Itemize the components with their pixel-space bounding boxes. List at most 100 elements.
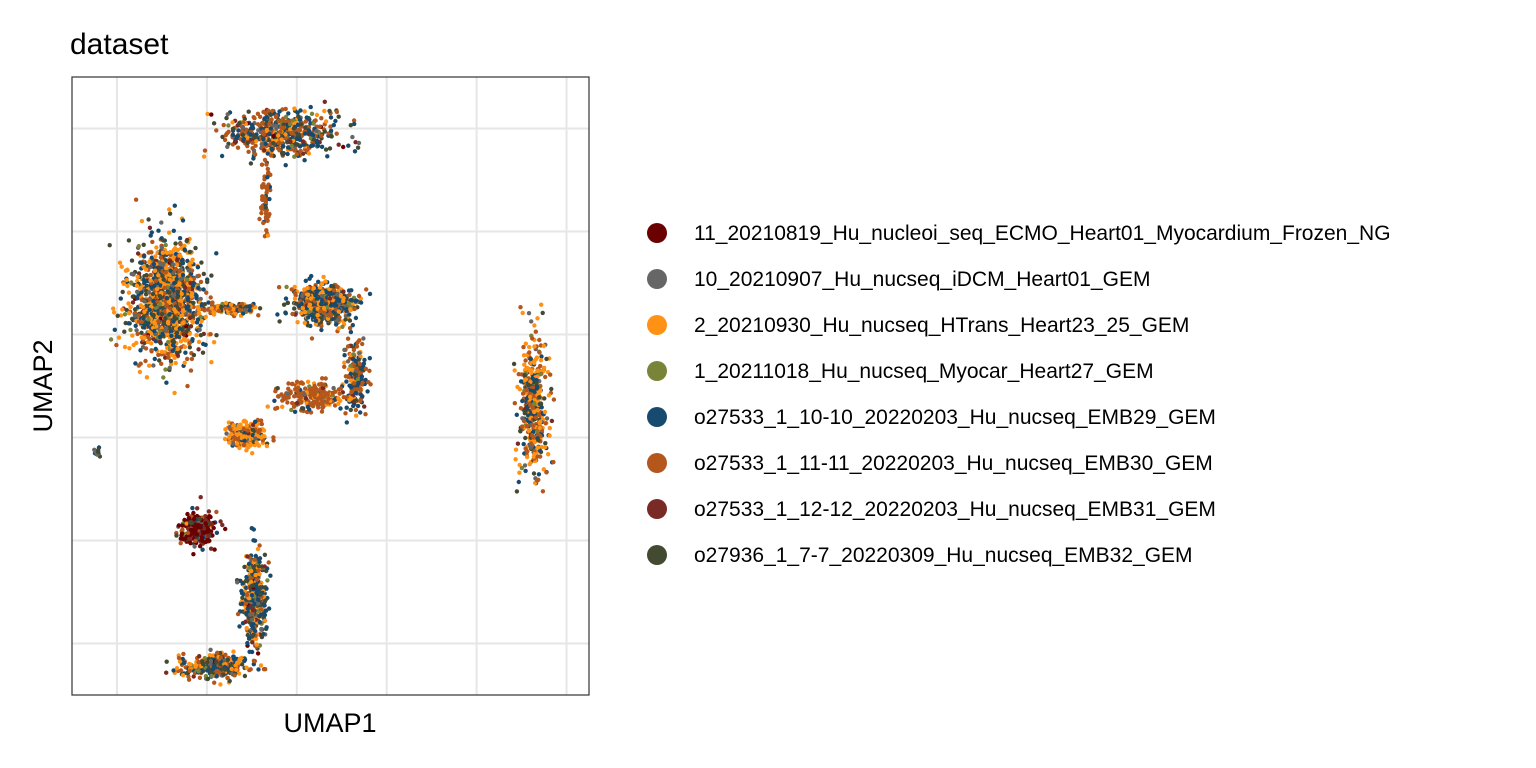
data-point — [222, 137, 228, 143]
data-point — [193, 245, 198, 251]
data-point — [239, 591, 245, 596]
data-point — [355, 377, 360, 382]
data-point — [236, 671, 242, 676]
data-point — [350, 323, 355, 328]
data-point — [528, 445, 534, 450]
data-point — [138, 361, 143, 366]
data-point — [544, 470, 549, 475]
data-point — [235, 432, 240, 437]
data-point — [518, 379, 524, 384]
data-point — [318, 301, 324, 307]
data-point — [349, 389, 354, 395]
data-point — [359, 381, 364, 387]
data-point — [172, 281, 177, 286]
data-point — [336, 309, 341, 314]
data-point — [161, 277, 166, 282]
data-point — [342, 353, 347, 358]
data-point — [258, 418, 264, 423]
data-point — [262, 157, 268, 163]
data-point — [152, 356, 157, 362]
data-point — [333, 118, 338, 124]
data-point — [147, 259, 152, 265]
data-point — [304, 115, 309, 120]
data-point — [133, 323, 138, 328]
data-point — [168, 358, 174, 364]
data-point — [265, 166, 270, 172]
data-point — [226, 123, 231, 128]
scatter-points — [92, 99, 557, 687]
data-point — [265, 151, 270, 156]
data-point — [225, 112, 230, 117]
data-point — [222, 436, 228, 442]
data-point — [357, 361, 363, 367]
data-point — [244, 574, 249, 580]
data-point — [251, 156, 256, 161]
data-point — [315, 313, 320, 318]
data-point — [223, 133, 228, 138]
data-point — [227, 440, 232, 445]
data-point — [523, 358, 528, 363]
data-point — [126, 238, 132, 243]
data-point — [242, 658, 247, 664]
data-point — [224, 431, 229, 436]
data-point — [529, 433, 535, 438]
data-point — [197, 516, 202, 522]
data-point — [243, 619, 248, 625]
data-point — [231, 423, 236, 428]
data-point — [253, 436, 258, 441]
data-point — [261, 109, 266, 115]
data-point — [296, 132, 302, 137]
data-point — [130, 300, 136, 305]
data-point — [211, 664, 217, 669]
data-point — [223, 526, 228, 532]
data-point — [352, 372, 357, 377]
data-point — [246, 561, 252, 567]
data-point — [143, 346, 149, 351]
data-point — [321, 382, 327, 387]
data-point — [269, 117, 274, 122]
data-point — [180, 257, 185, 263]
data-point — [349, 288, 354, 293]
data-point — [135, 296, 140, 301]
data-point — [237, 445, 242, 451]
data-point — [158, 302, 163, 307]
data-point — [296, 114, 301, 119]
data-point — [198, 495, 203, 500]
data-point — [180, 321, 185, 326]
data-point — [231, 656, 237, 662]
data-point — [279, 137, 284, 142]
data-point — [240, 132, 246, 138]
data-point — [167, 211, 173, 216]
legend-swatch — [647, 315, 667, 335]
data-point — [117, 260, 123, 265]
data-point — [152, 268, 158, 273]
data-point — [174, 334, 179, 339]
data-point — [538, 358, 544, 363]
data-point — [126, 321, 131, 326]
data-point — [285, 151, 290, 157]
data-point — [252, 419, 258, 424]
data-point — [328, 312, 334, 318]
data-point — [257, 559, 262, 565]
data-point — [167, 258, 172, 263]
data-point — [264, 162, 269, 167]
data-point — [250, 564, 256, 570]
data-point — [194, 532, 200, 537]
data-point — [528, 394, 533, 400]
data-point — [321, 310, 327, 315]
data-point — [274, 126, 279, 131]
data-point — [164, 380, 169, 385]
data-point — [267, 132, 272, 137]
data-point — [360, 341, 365, 347]
legend-label: o27533_1_10-10_20220203_Hu_nucseq_EMB29_… — [694, 406, 1216, 429]
data-point — [538, 419, 543, 424]
data-point — [196, 311, 202, 316]
data-point — [347, 397, 352, 403]
data-point — [351, 381, 357, 386]
data-point — [313, 322, 319, 327]
data-point — [305, 285, 310, 291]
data-point — [539, 444, 544, 450]
data-point — [322, 390, 328, 395]
data-point — [306, 309, 311, 315]
data-point — [537, 395, 542, 400]
